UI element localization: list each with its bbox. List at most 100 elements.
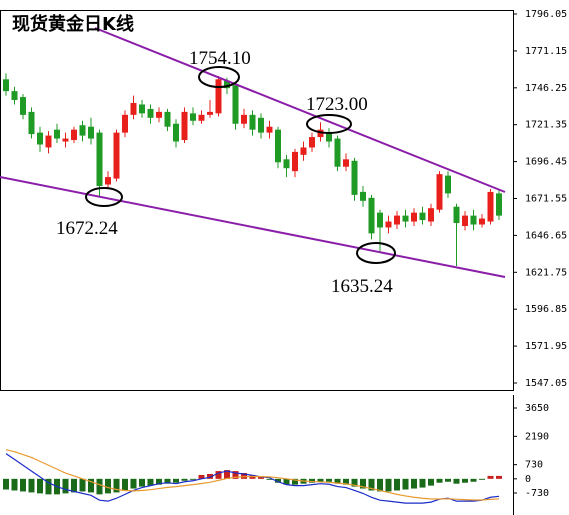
candle-body — [411, 212, 417, 222]
y-tick-label: 730 — [525, 460, 543, 471]
highlight — [306, 114, 352, 134]
macd-bar — [394, 478, 400, 491]
candle-body — [249, 114, 256, 130]
candle-body — [368, 197, 375, 234]
candle-body — [487, 191, 494, 222]
macd-bar — [309, 478, 315, 483]
annotation: 1635.24 — [331, 276, 393, 297]
macd-bar — [266, 478, 273, 480]
candle-body — [232, 85, 239, 124]
candle-body — [88, 126, 94, 139]
candle-body — [164, 111, 171, 127]
candle-body — [326, 132, 332, 142]
macd-bar — [96, 478, 103, 495]
chart-title: 现货黄金日K线 — [12, 13, 134, 35]
macd-bar — [62, 478, 69, 494]
candle-body — [334, 138, 341, 167]
candle-body — [3, 79, 9, 92]
macd-bar — [20, 478, 26, 492]
candle-body — [292, 151, 298, 172]
candle-body — [130, 102, 137, 115]
macd-bar — [198, 474, 205, 479]
candle-body — [283, 159, 290, 169]
macd-bar — [317, 478, 324, 482]
y-tick-label: 3650 — [525, 403, 549, 414]
macd-bar — [88, 478, 94, 493]
macd-bar — [470, 478, 477, 482]
candle-body — [419, 212, 426, 221]
annotation: 1672.24 — [56, 218, 118, 239]
macd-bar — [156, 478, 162, 485]
candle-body — [343, 159, 349, 167]
macd-bar — [283, 478, 290, 485]
macd-bar — [232, 471, 239, 479]
macd-bar — [275, 478, 281, 483]
candle-body — [275, 129, 281, 163]
macd-bar — [71, 478, 77, 493]
y-tick-label: 1771.15 — [525, 46, 567, 57]
candle-body — [462, 215, 468, 226]
macd-bar — [164, 478, 171, 484]
candle-body — [445, 175, 451, 194]
macd-bar — [79, 478, 86, 492]
circles — [85, 66, 396, 264]
candle-body — [20, 97, 26, 115]
macd-bar — [343, 478, 349, 485]
candle-body — [266, 126, 273, 133]
candle-body — [496, 193, 502, 216]
candle-body — [139, 104, 145, 114]
macd-bar — [105, 478, 111, 494]
candle-body — [385, 221, 392, 228]
candle-body — [54, 129, 60, 139]
macd-bar — [436, 478, 443, 483]
candle-body — [11, 91, 18, 101]
price-frame — [0, 10, 514, 391]
y-tick-label: 2190 — [525, 431, 549, 442]
macd-bar — [130, 478, 137, 489]
macd-bar — [292, 478, 298, 485]
trendlines — [0, 27, 506, 278]
highlight — [356, 242, 396, 264]
candle-body — [79, 125, 86, 136]
lower-trendline — [0, 176, 506, 278]
y-tick-label: 1646.65 — [525, 230, 567, 241]
y-tick-label: 1746.25 — [525, 83, 567, 94]
macd-bar — [207, 473, 213, 479]
candle-body — [113, 132, 120, 179]
macd-bar — [462, 478, 468, 483]
y-tick-label: 1621.75 — [525, 267, 567, 278]
candle-body — [181, 111, 188, 141]
y-tick-label: 1596.85 — [525, 304, 567, 315]
candle-body — [436, 174, 443, 210]
macd-bar — [139, 478, 145, 487]
macd-bar — [3, 478, 9, 490]
candle-body — [402, 215, 409, 222]
y-tick-label: 0 — [525, 474, 531, 485]
macd-bar — [385, 478, 392, 492]
macd-bar — [215, 471, 222, 479]
candle-body — [300, 147, 307, 155]
candle-body — [190, 113, 196, 121]
macd-bar — [190, 478, 196, 480]
candle-body — [156, 111, 162, 118]
candle-body — [122, 114, 128, 133]
macd-bar — [173, 478, 179, 483]
y-tick-label: 1796.05 — [525, 9, 567, 20]
candle-body — [71, 129, 77, 141]
candle-body — [470, 215, 477, 225]
candle-body — [317, 129, 324, 138]
candle-body — [428, 208, 434, 222]
candle-body — [351, 160, 358, 195]
candle-body — [173, 123, 179, 142]
macd-bar — [11, 478, 18, 491]
candle-body — [394, 215, 400, 225]
macd-bar — [445, 478, 451, 482]
macd-bar — [479, 478, 485, 480]
candle-body — [453, 206, 460, 224]
candle-body — [241, 114, 247, 124]
macd-bar — [487, 475, 494, 479]
macd-bar — [360, 478, 366, 489]
candle-body — [377, 212, 383, 228]
